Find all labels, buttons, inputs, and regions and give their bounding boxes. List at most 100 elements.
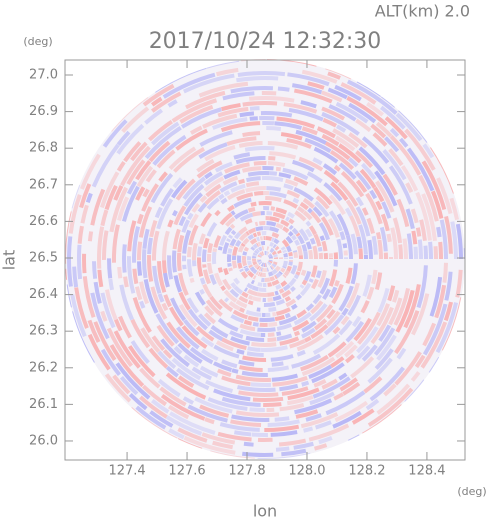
echo-cell: [117, 196, 129, 221]
echo-cell: [173, 345, 183, 355]
echo-cell: [258, 287, 267, 293]
echo-cell: [371, 235, 378, 255]
echo-cell: [269, 241, 275, 247]
echo-cell: [188, 213, 199, 229]
echo-cell: [321, 378, 338, 390]
echo-cell: [199, 365, 219, 378]
echo-cell: [77, 225, 84, 244]
echo-cell: [266, 186, 282, 192]
echo-cell: [87, 319, 101, 343]
echo-cell: [252, 269, 258, 275]
echo-cell: [285, 235, 294, 244]
echo-cell: [295, 232, 301, 237]
echo-cell: [168, 428, 185, 440]
echo-cell: [228, 301, 241, 311]
echo-cell: [157, 261, 167, 293]
echo-cell: [283, 252, 288, 258]
echo-cell: [380, 213, 390, 232]
echo-cell: [269, 266, 273, 270]
echo-cell: [444, 271, 453, 301]
echo-cell: [165, 365, 179, 378]
echo-cell: [117, 266, 123, 279]
echo-cell: [267, 419, 300, 427]
echo-cell: [184, 192, 203, 216]
echo-cell: [293, 251, 298, 258]
echo-cell: [272, 295, 282, 302]
echo-cell: [256, 307, 261, 312]
echo-cell: [252, 255, 257, 259]
echo-cell: [231, 368, 239, 374]
echo-cell: [138, 206, 153, 238]
echo-cell: [171, 357, 202, 381]
echo-cell: [362, 274, 372, 297]
echo-cell: [283, 102, 318, 114]
echo-cell: [250, 201, 257, 207]
echo-cell: [334, 280, 340, 287]
echo-cell: [333, 392, 344, 401]
echo-cell: [307, 81, 325, 90]
echo-cell: [175, 178, 196, 201]
echo-cell: [266, 251, 270, 256]
echo-cell: [244, 145, 275, 152]
echo-cell: [93, 281, 102, 304]
echo-cell: [100, 292, 116, 329]
echo-cell: [358, 146, 386, 176]
echo-cell: [264, 277, 271, 283]
echo-cell: [275, 299, 285, 306]
echo-cell: [293, 441, 314, 450]
echo-cell: [235, 410, 280, 418]
echo-cell: [265, 312, 271, 317]
echo-cell: [212, 248, 218, 253]
echo-cell: [263, 236, 266, 240]
echo-cell: [106, 258, 113, 279]
echo-cell: [301, 69, 338, 84]
echo-cell: [311, 278, 319, 290]
echo-cell: [172, 250, 177, 273]
echo-cell: [156, 149, 176, 169]
echo-cell: [267, 332, 275, 337]
echo-cell: [200, 336, 215, 348]
echo-cell: [327, 341, 347, 358]
echo-cell: [389, 134, 422, 176]
echo-cell: [375, 121, 393, 138]
echo-cell: [114, 318, 123, 332]
echo-cell: [252, 243, 258, 249]
echo-cell: [203, 171, 223, 186]
echo-cell: [122, 244, 127, 273]
echo-cell: [340, 82, 377, 105]
echo-cell: [309, 303, 328, 322]
echo-cell: [365, 398, 380, 411]
echo-cell: [137, 261, 143, 276]
echo-cell: [176, 326, 200, 350]
echo-cell: [181, 219, 190, 233]
echo-cell: [281, 289, 292, 298]
x-tick-label: 127.8: [228, 464, 265, 479]
echo-cell: [255, 226, 263, 232]
echo-cell: [243, 287, 248, 292]
echo-cell: [323, 169, 340, 184]
echo-cell: [230, 210, 236, 216]
echo-cell: [239, 329, 261, 337]
echo-cell: [295, 409, 319, 419]
echo-cell: [283, 269, 290, 277]
echo-cell: [183, 319, 200, 337]
echo-cell: [313, 187, 333, 206]
echo-cell: [106, 327, 133, 367]
echo-cell: [235, 239, 242, 247]
echo-cell: [259, 322, 268, 327]
y-unit: (deg): [23, 35, 52, 48]
echo-cell: [213, 344, 240, 359]
echo-cell: [315, 195, 330, 210]
echo-cell: [327, 218, 340, 238]
echo-cell: [132, 268, 139, 285]
echo-cell: [203, 237, 210, 249]
echo-cell: [254, 263, 260, 269]
echo-cell: [267, 262, 270, 266]
echo-cell: [182, 264, 187, 270]
echo-cell: [165, 415, 203, 436]
echo-cell: [165, 372, 207, 400]
echo-cell: [313, 146, 339, 164]
echo-cell: [139, 281, 149, 305]
echo-cell: [310, 324, 329, 339]
plot-frame: [64, 59, 466, 461]
